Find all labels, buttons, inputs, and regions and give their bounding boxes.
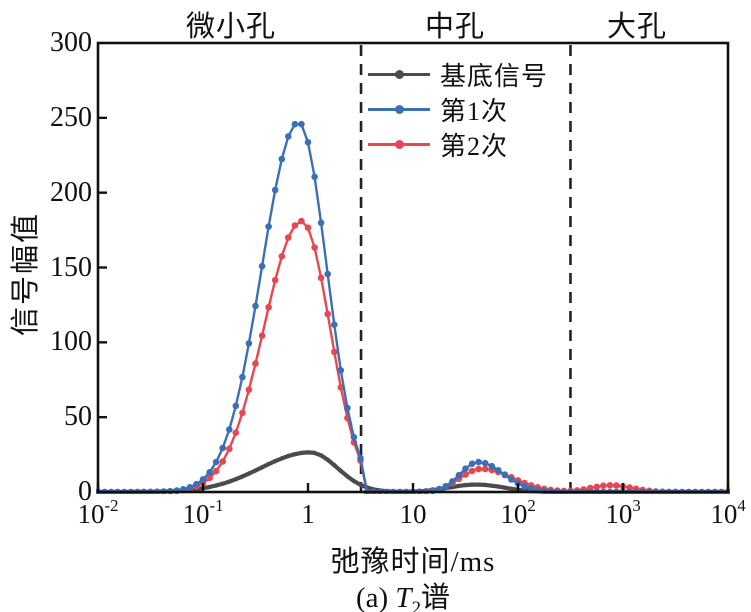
legend-item-run1: 第1次 [368,92,548,127]
y-tick-label: 0 [78,476,92,507]
x-axis-label: 弛豫时间/ms [330,546,496,578]
legend-label: 第1次 [440,97,509,126]
x-tick-label: 10-2 [77,496,119,529]
base-signal-line-marker-icon [368,70,430,79]
run2-line-marker-icon [368,140,430,149]
series-run1 [96,120,730,494]
spectrum-curves [96,120,730,494]
legend-label: 基底信号 [440,62,549,91]
x-tick-label: 104 [710,496,746,529]
caption-t-symbol: T [395,582,412,612]
x-tick-label: 103 [605,496,641,529]
region-label-micropore: 微小孔 [185,11,277,43]
series-run2 [96,217,730,494]
x-tick-label: 10-1 [182,496,224,529]
axis-ticks [96,116,730,492]
y-tick-label: 100 [50,326,92,358]
caption-subscript: 2 [411,597,421,612]
chart-legend: 基底信号 第1次 第2次 [368,57,548,162]
y-tick-label: 300 [50,27,92,58]
run1-line-marker-icon [368,105,430,114]
x-tick-label: 1 [301,499,315,529]
x-tick-label: 102 [500,496,536,529]
region-label-macropore: 大孔 [606,11,668,43]
legend-label: 第2次 [440,132,509,161]
y-tick-label: 250 [50,101,92,133]
y-tick-label: 150 [50,251,92,283]
figure-caption: (a) T2谱 [98,574,708,612]
region-label-mesopore: 中孔 [424,11,486,43]
pore-boundary-lines [359,45,572,491]
legend-item-run2: 第2次 [368,127,548,162]
legend-item-base-signal: 基底信号 [368,57,548,92]
x-tick-label: 10 [399,499,427,529]
y-tick-label: 200 [50,176,92,208]
y-tick-label: 50 [64,401,92,433]
